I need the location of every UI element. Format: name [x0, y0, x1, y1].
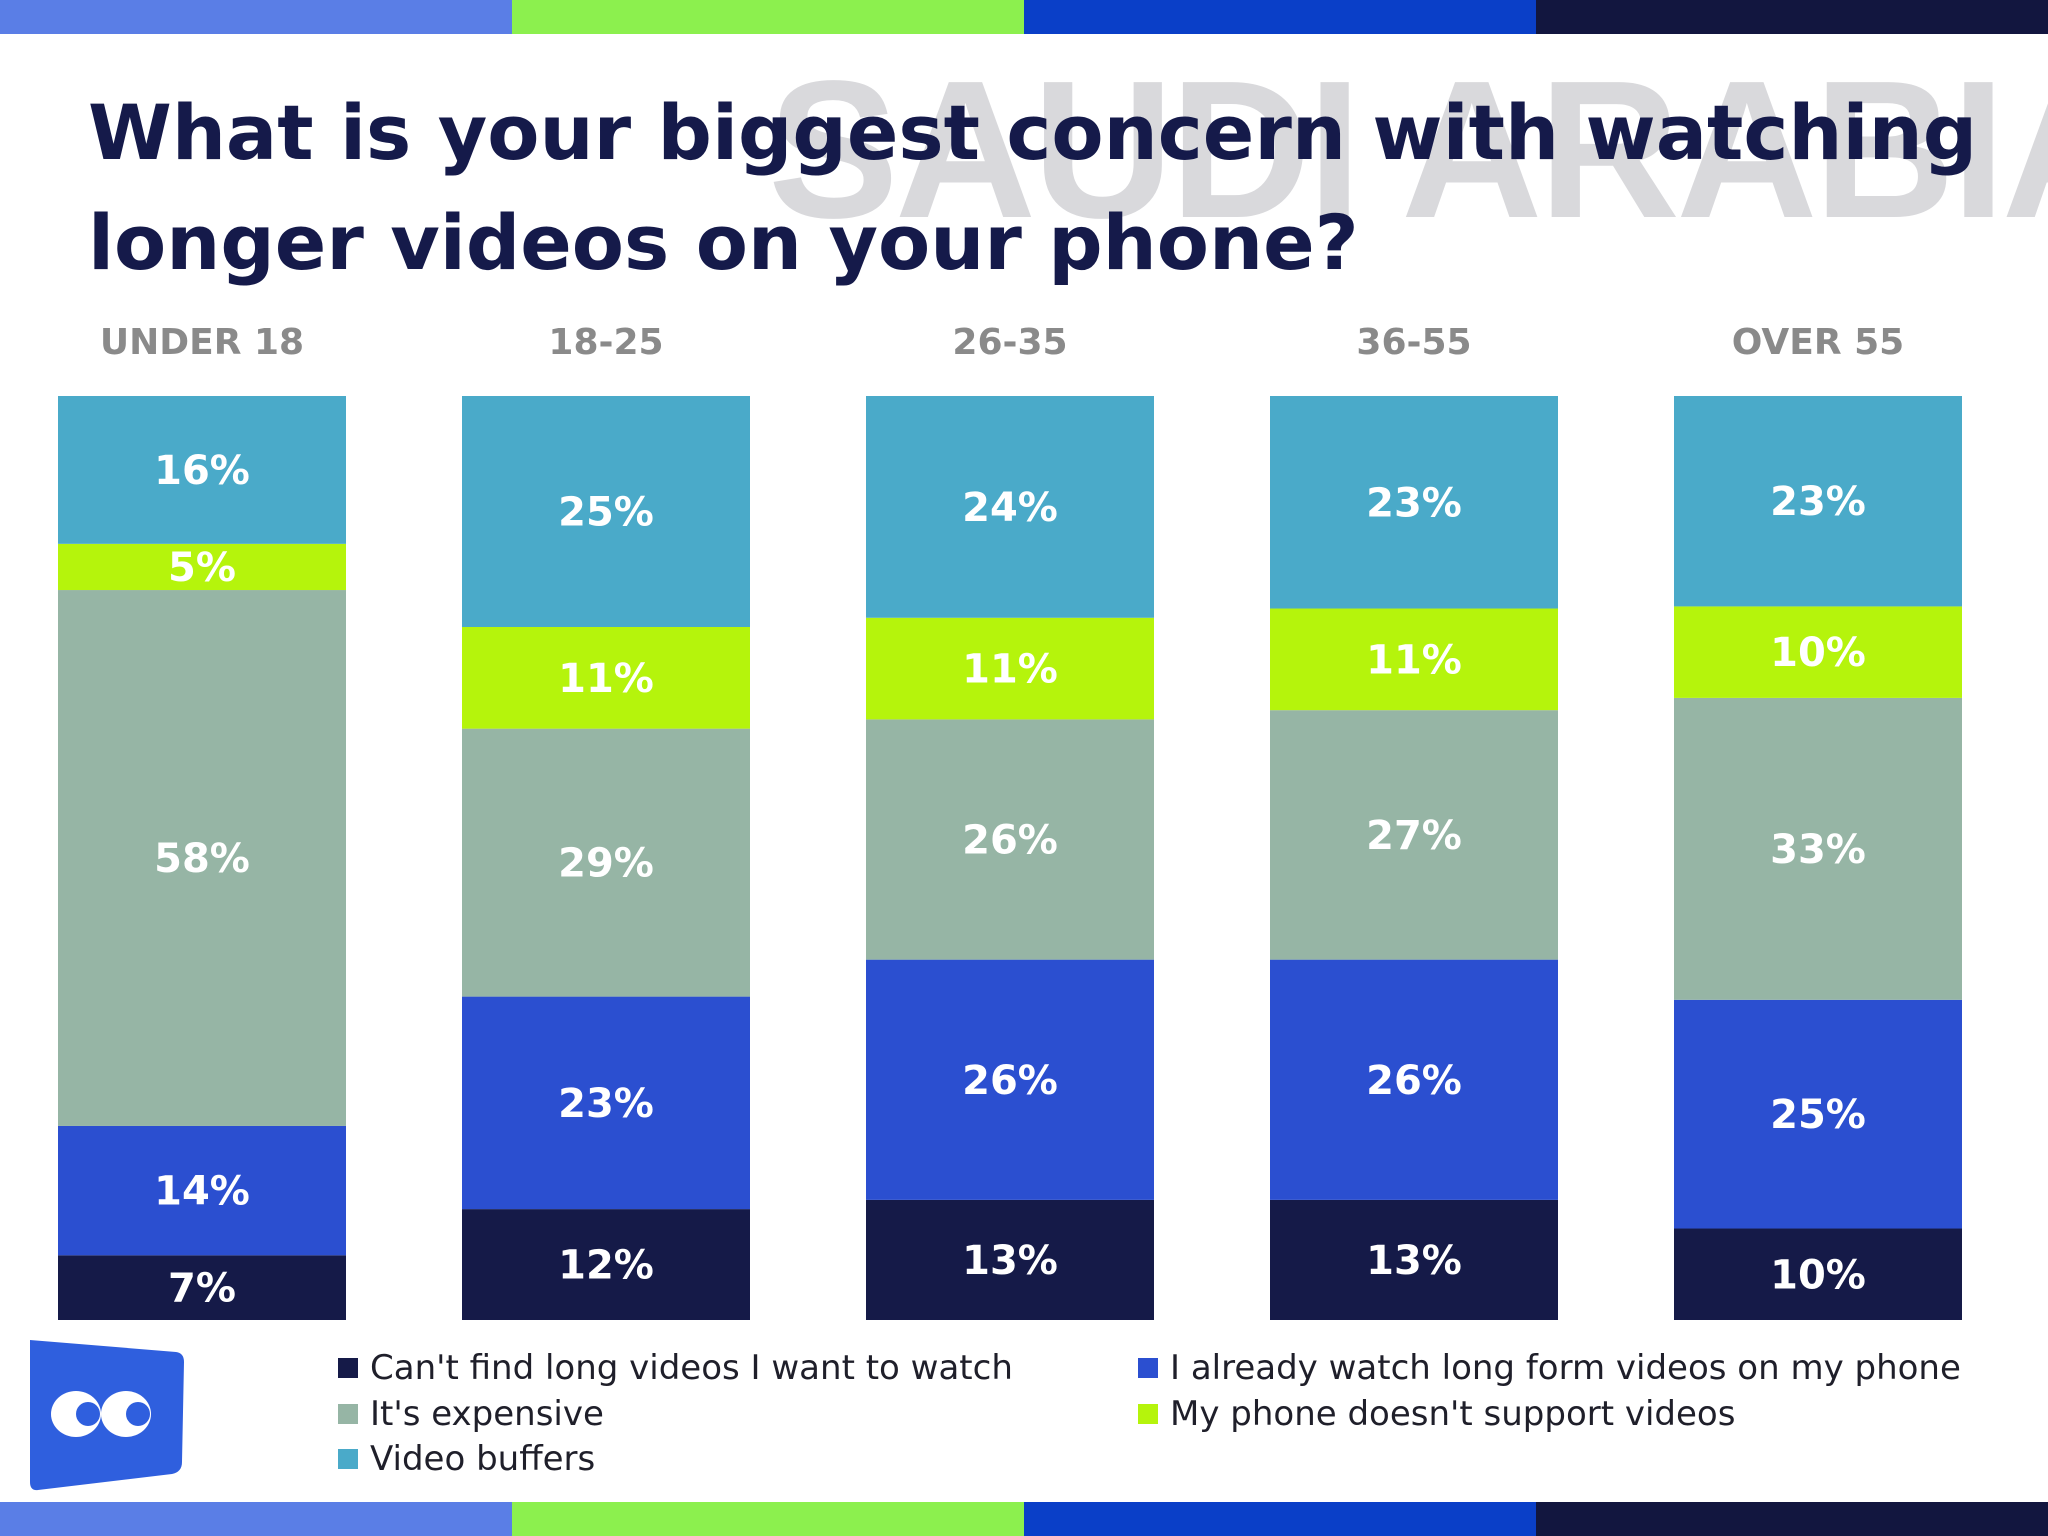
bar-segment [462, 728, 750, 997]
legend-item: It's expensive [338, 1391, 604, 1437]
stripe-segment-1 [0, 1502, 512, 1536]
legend-label: I already watch long form videos on my p… [1170, 1348, 1961, 1388]
bar-segment [58, 1255, 346, 1320]
stripe-segment-4 [1536, 1502, 2048, 1536]
bar-segment [58, 590, 346, 1126]
page-title: What is your biggest concern with watchi… [88, 88, 1978, 287]
bar-segment [58, 543, 346, 591]
data-label: 16% [154, 448, 250, 494]
data-label: 11% [962, 647, 1058, 693]
bar-segment [866, 617, 1154, 720]
data-label: 7% [168, 1266, 236, 1312]
data-label: 13% [962, 1238, 1058, 1284]
data-label: 10% [1770, 1252, 1866, 1298]
bar-segment [1674, 396, 1962, 607]
data-label: 26% [1366, 1058, 1462, 1104]
legend-swatch [338, 1358, 358, 1378]
category-label: OVER 55 [1732, 322, 1904, 363]
legend-item: Video buffers [338, 1436, 595, 1482]
data-label: 33% [1770, 827, 1866, 873]
legend-swatch [338, 1449, 358, 1469]
stripe-segment-4 [1536, 0, 2048, 34]
bar-segment [462, 1209, 750, 1320]
legend-label: My phone doesn't support videos [1170, 1394, 1736, 1434]
bar-segment [1674, 606, 1962, 698]
data-label: 23% [1366, 480, 1462, 526]
bar-segment [1674, 697, 1962, 1000]
data-label: 25% [1770, 1092, 1866, 1138]
data-label: 23% [1770, 479, 1866, 525]
data-label: 12% [558, 1243, 654, 1289]
bar-segment [1270, 710, 1558, 960]
stripe-segment-3 [1024, 1502, 1536, 1536]
bar-segment [1270, 608, 1558, 711]
bar-segment [1270, 959, 1558, 1200]
category-label: 36-55 [1356, 322, 1471, 363]
data-label: 26% [962, 1058, 1058, 1104]
stacked-bar-chart: UNDER 18 7% 14% 58% 5% 16% 18-25 12% 23% 29% 11% 25… [0, 320, 2048, 1340]
stripe-segment-3 [1024, 0, 1536, 34]
bar-segment [462, 396, 750, 627]
data-label: 11% [558, 656, 654, 702]
bar-segment [866, 396, 1154, 618]
legend-label: Can't find long videos I want to watch [370, 1348, 1013, 1388]
stripe-segment-1 [0, 0, 512, 34]
legend-item: I already watch long form videos on my p… [1138, 1345, 1961, 1391]
chart-canvas: UNDER 18 7% 14% 58% 5% 16% 18-25 12% 23% 29% 11% 25… [58, 322, 1962, 1320]
legend-swatch [338, 1404, 358, 1424]
data-label: 26% [962, 818, 1058, 864]
bottom-color-stripe [0, 1502, 2048, 1536]
bar-segment [866, 1199, 1154, 1320]
data-label: 23% [558, 1081, 654, 1127]
bar-segment [1674, 999, 1962, 1229]
stripe-segment-2 [512, 1502, 1024, 1536]
category-label: 18-25 [548, 322, 663, 363]
data-label: 24% [962, 485, 1058, 531]
legend-item: Can't find long videos I want to watch [338, 1345, 1013, 1391]
bar-segment [1270, 396, 1558, 609]
legend-item: My phone doesn't support videos [1138, 1391, 1735, 1437]
data-label: 25% [558, 490, 654, 536]
bar-segment [1674, 1228, 1962, 1320]
data-label: 10% [1770, 630, 1866, 676]
data-label: 5% [168, 545, 236, 591]
data-label: 27% [1366, 813, 1462, 859]
top-color-stripe [0, 0, 2048, 34]
stripe-segment-2 [512, 0, 1024, 34]
bar-segment [866, 959, 1154, 1200]
bar-segment [1270, 1199, 1558, 1320]
chart-legend: Can't find long videos I want to watch I … [0, 1345, 2048, 1495]
data-label: 14% [154, 1169, 250, 1215]
data-label: 11% [1366, 637, 1462, 683]
bar-segment [58, 396, 346, 544]
country-watermark: SAUDI ARABIA [768, 40, 2048, 259]
data-label: 29% [558, 841, 654, 887]
legend-swatch [1138, 1404, 1158, 1424]
data-label: 13% [1366, 1238, 1462, 1284]
legend-swatch [1138, 1358, 1158, 1378]
legend-label: Video buffers [370, 1439, 596, 1479]
brand-logo-icon [26, 1334, 186, 1494]
bar-segment [866, 719, 1154, 960]
bar-segment [58, 1125, 346, 1256]
data-label: 58% [154, 836, 250, 882]
bar-segment [462, 627, 750, 729]
category-label: UNDER 18 [100, 322, 304, 363]
legend-label: It's expensive [370, 1394, 604, 1434]
bar-segment [462, 996, 750, 1210]
category-label: 26-35 [952, 322, 1067, 363]
